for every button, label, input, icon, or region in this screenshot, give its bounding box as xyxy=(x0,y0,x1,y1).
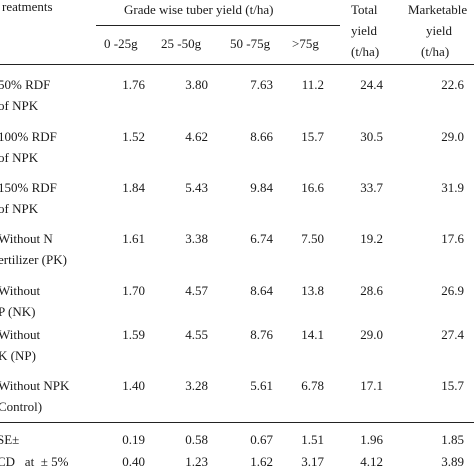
cell-g2: 3.38 xyxy=(185,231,208,246)
treatment-label-line2: K (NP) xyxy=(0,348,36,363)
treatment-label-line2: P (NK) xyxy=(0,304,36,319)
stat-cell-g1: 0.19 xyxy=(122,432,145,447)
cell-g4: 16.6 xyxy=(301,180,324,195)
cell-total: 17.1 xyxy=(360,378,383,393)
stat-cell-g3: 1.62 xyxy=(250,454,273,469)
stat-cell-total: 4.12 xyxy=(360,454,383,469)
treatment-label-line2: of NPK xyxy=(0,150,39,165)
cell-g1: 1.84 xyxy=(122,180,145,195)
grade-group-header: Grade wise tuber yield (t/ha) xyxy=(124,2,274,17)
cell-g4: 15.7 xyxy=(301,129,324,144)
stat-cell-market: 3.89 xyxy=(441,454,464,469)
stat-label: SE± xyxy=(0,432,20,447)
cell-g4: 11.2 xyxy=(301,77,324,92)
total-yield-header-1: Total xyxy=(351,2,378,17)
cell-market: 17.6 xyxy=(441,231,464,246)
cell-g2: 4.55 xyxy=(185,327,208,342)
cell-g4: 13.8 xyxy=(301,283,324,298)
treatment-label-line1: Without xyxy=(0,283,41,298)
cell-g3: 6.74 xyxy=(250,231,273,246)
cell-g2: 3.28 xyxy=(185,378,208,393)
cell-market: 31.9 xyxy=(441,180,464,195)
treatments-header: reatments xyxy=(2,0,53,14)
cell-g3: 8.66 xyxy=(250,129,273,144)
cell-g4: 6.78 xyxy=(301,378,324,393)
grade-header-75: >75g xyxy=(292,36,319,51)
treatment-label-line1: 150% RDF xyxy=(0,180,57,195)
cell-g1: 1.76 xyxy=(122,77,145,92)
marketable-yield-header-2: yield xyxy=(426,23,452,38)
total-yield-header-2: yield xyxy=(351,23,377,38)
treatment-label-line2: of NPK xyxy=(0,98,39,113)
cell-g1: 1.52 xyxy=(122,129,145,144)
cell-total: 29.0 xyxy=(360,327,383,342)
cell-total: 30.5 xyxy=(360,129,383,144)
cell-total: 24.4 xyxy=(360,77,383,92)
cell-g3: 5.61 xyxy=(250,378,273,393)
cell-g2: 3.80 xyxy=(185,77,208,92)
cell-g2: 4.57 xyxy=(185,283,208,298)
marketable-yield-header-1: Marketable xyxy=(408,2,468,17)
cell-market: 27.4 xyxy=(441,327,464,342)
grade-header-0-25: 0 -25g xyxy=(104,36,138,51)
stat-label: CD at ± 5% xyxy=(0,454,69,469)
cell-g4: 7.50 xyxy=(301,231,324,246)
treatment-label-line1: Without N xyxy=(0,231,53,246)
treatment-label-line2: ertilizer (PK) xyxy=(0,252,67,267)
cell-g2: 4.62 xyxy=(185,129,208,144)
rule-stats-top xyxy=(0,422,474,423)
stat-cell-g2: 1.23 xyxy=(185,454,208,469)
treatment-label-line1: 100% RDF xyxy=(0,129,57,144)
cell-g3: 9.84 xyxy=(250,180,273,195)
cell-market: 29.0 xyxy=(441,129,464,144)
stat-cell-total: 1.96 xyxy=(360,432,383,447)
stat-cell-g3: 0.67 xyxy=(250,432,273,447)
cell-total: 33.7 xyxy=(360,180,383,195)
treatment-label-line2: of NPK xyxy=(0,201,39,216)
cell-g2: 5.43 xyxy=(185,180,208,195)
stat-cell-g4: 3.17 xyxy=(301,454,324,469)
cell-market: 26.9 xyxy=(441,283,464,298)
cell-g1: 1.70 xyxy=(122,283,145,298)
cell-market: 15.7 xyxy=(441,378,464,393)
cell-total: 19.2 xyxy=(360,231,383,246)
stat-cell-g1: 0.40 xyxy=(122,454,145,469)
rule-header-bottom xyxy=(0,64,474,65)
treatment-label-line1: Without NPK xyxy=(0,378,70,393)
total-yield-header-3: (t/ha) xyxy=(351,44,380,59)
treatment-label-line1: Without xyxy=(0,327,41,342)
cell-total: 28.6 xyxy=(360,283,383,298)
treatment-label-line2: Control) xyxy=(0,399,43,414)
cell-market: 22.6 xyxy=(441,77,464,92)
grade-header-25-50: 25 -50g xyxy=(161,36,202,51)
stat-cell-g2: 0.58 xyxy=(185,432,208,447)
stat-cell-market: 1.85 xyxy=(441,432,464,447)
cell-g3: 8.64 xyxy=(250,283,273,298)
marketable-yield-header-3: (t/ha) xyxy=(421,44,450,59)
cell-g3: 8.76 xyxy=(250,327,273,342)
grade-header-50-75: 50 -75g xyxy=(230,36,271,51)
rule-grade-group xyxy=(96,25,340,26)
cell-g4: 14.1 xyxy=(301,327,324,342)
stat-cell-g4: 1.51 xyxy=(301,432,324,447)
cell-g3: 7.63 xyxy=(250,77,273,92)
cell-g1: 1.59 xyxy=(122,327,145,342)
treatment-label-line1: 50% RDF xyxy=(0,77,51,92)
cell-g1: 1.40 xyxy=(122,378,145,393)
cell-g1: 1.61 xyxy=(122,231,145,246)
